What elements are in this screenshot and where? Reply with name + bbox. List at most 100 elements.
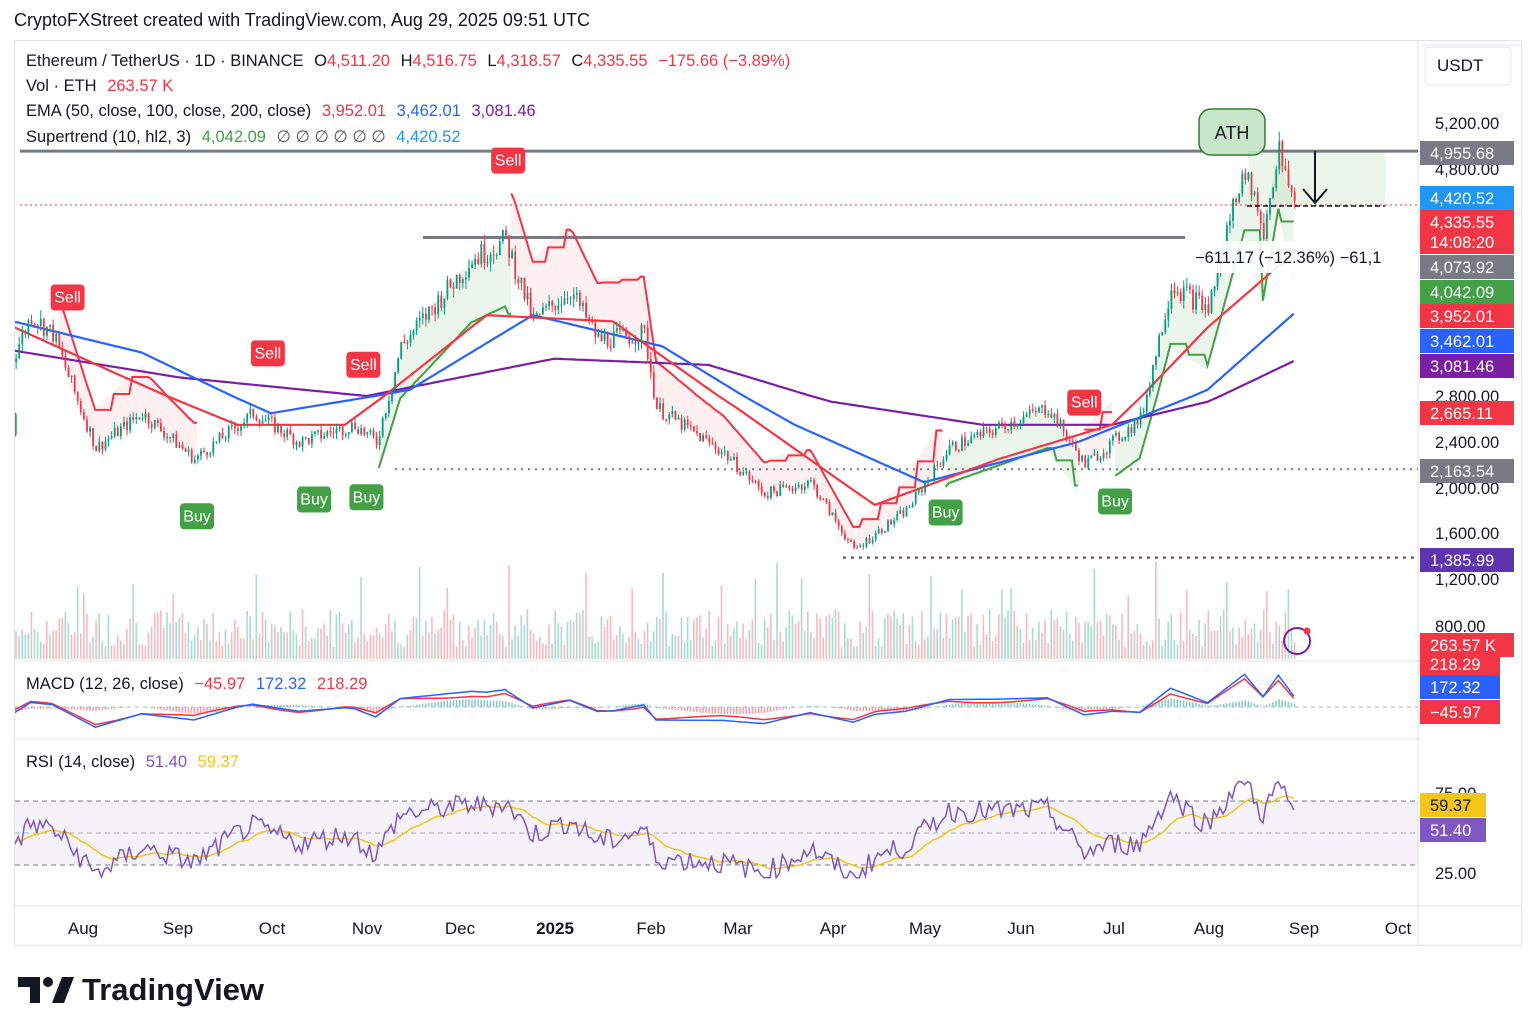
volume-bar bbox=[998, 614, 1000, 659]
volume-bar bbox=[1179, 612, 1182, 659]
candle-body bbox=[532, 315, 535, 316]
macd-histogram-bar bbox=[686, 707, 689, 712]
macd-histogram-bar bbox=[55, 707, 57, 709]
macd-histogram-bar bbox=[736, 707, 738, 715]
volume-bar bbox=[511, 639, 513, 659]
supertrend-label[interactable]: Supertrend (10, hl2, 3) bbox=[26, 128, 192, 146]
macd-histogram-bar bbox=[252, 705, 254, 707]
macd-histogram-bar bbox=[998, 701, 1000, 707]
macd-histogram-bar bbox=[446, 700, 449, 708]
candle-body bbox=[1071, 440, 1074, 442]
volume-bar bbox=[908, 624, 911, 659]
candle-body bbox=[957, 450, 960, 452]
macd-histogram-bar bbox=[619, 705, 621, 707]
candle-body bbox=[166, 437, 168, 439]
volume-bar bbox=[856, 646, 858, 659]
time-axis-tick: Oct bbox=[1385, 919, 1412, 938]
macd-histogram-bar bbox=[1111, 707, 1114, 710]
volume-bar bbox=[831, 617, 834, 659]
macd-histogram-bar bbox=[1185, 701, 1188, 707]
time-axis-tick: Jun bbox=[1007, 919, 1034, 938]
macd-histogram-bar bbox=[409, 705, 412, 707]
macd-histogram-bar bbox=[1222, 703, 1225, 707]
measure-label: −611.17 (−12.36%) −61,1 bbox=[1195, 249, 1381, 267]
macd-histogram-bar bbox=[603, 707, 606, 708]
macd-label[interactable]: MACD (12, 26, close) bbox=[26, 675, 184, 693]
volume-bar bbox=[107, 615, 110, 659]
macd-histogram-bar bbox=[147, 707, 150, 708]
macd-histogram-bar bbox=[696, 707, 698, 713]
macd-histogram-bar bbox=[677, 707, 680, 711]
macd-histogram-bar bbox=[1047, 705, 1049, 707]
candle-body bbox=[1262, 223, 1265, 240]
candle-body bbox=[825, 498, 828, 503]
candle-body bbox=[110, 436, 113, 439]
rsi-label[interactable]: RSI (14, close) bbox=[26, 753, 136, 771]
volume-bar bbox=[184, 633, 187, 659]
macd-histogram-bar bbox=[437, 701, 439, 707]
volume-bar bbox=[200, 640, 202, 659]
volume-label[interactable]: Vol · ETH bbox=[26, 77, 97, 95]
candle-body bbox=[258, 420, 261, 424]
macd-histogram-bar bbox=[927, 707, 929, 709]
price-label-ath_line bbox=[1420, 141, 1514, 165]
macd-histogram-bar bbox=[745, 707, 747, 714]
candle-body bbox=[1189, 286, 1191, 290]
symbol-title[interactable]: Ethereum / TetherUS · 1D · BINANCE bbox=[26, 52, 304, 70]
macd-histogram-bar bbox=[699, 707, 701, 713]
volume-bar bbox=[1136, 624, 1139, 659]
macd-histogram-bar bbox=[67, 707, 70, 710]
volume-bar bbox=[360, 576, 362, 659]
candle-body bbox=[1118, 432, 1120, 441]
candle-body bbox=[1044, 405, 1046, 415]
candle-body bbox=[449, 279, 452, 287]
volume-bar bbox=[172, 594, 174, 659]
candle-body bbox=[803, 486, 806, 490]
candle-body bbox=[218, 433, 221, 442]
macd-histogram-bar bbox=[187, 707, 190, 714]
candle-body bbox=[742, 472, 745, 475]
macd-histogram-bar bbox=[548, 707, 550, 710]
price-chart[interactable]: SellBuyBuySellBuySellBuySellBuySellBuy A… bbox=[15, 41, 1521, 945]
candle-body bbox=[1115, 432, 1117, 436]
candle-body bbox=[42, 318, 45, 336]
volume-bar bbox=[486, 634, 489, 659]
volume-bar bbox=[384, 623, 387, 659]
ath-callout bbox=[1198, 108, 1266, 156]
volume-bar bbox=[24, 634, 27, 659]
brand-name: TradingView bbox=[82, 972, 265, 1007]
volume-bar bbox=[560, 626, 563, 659]
candle-body bbox=[597, 334, 600, 337]
volume-bar bbox=[197, 627, 199, 659]
candle-body bbox=[868, 538, 871, 543]
volume-bar bbox=[465, 646, 467, 659]
volume-bar bbox=[169, 622, 171, 659]
candle-body bbox=[1244, 173, 1247, 180]
volume-bar bbox=[1204, 623, 1206, 659]
candle-body bbox=[1192, 289, 1194, 310]
supertrend-down-fill bbox=[1084, 400, 1112, 465]
volume-bar bbox=[261, 612, 264, 659]
volume-bar bbox=[625, 642, 627, 659]
candle-body bbox=[372, 430, 375, 437]
macd-histogram-bar bbox=[181, 707, 184, 713]
macd-histogram-bar bbox=[434, 702, 436, 708]
volume-bar bbox=[976, 624, 978, 659]
macd-histogram-bar bbox=[113, 707, 116, 709]
tradingview-logo[interactable]: TradingView bbox=[18, 972, 264, 1008]
ema-label[interactable]: EMA (50, close, 100, close, 200, close) bbox=[26, 102, 312, 120]
candle-body bbox=[726, 451, 729, 461]
candle-body bbox=[1062, 419, 1065, 432]
volume-bar bbox=[1041, 633, 1043, 659]
candle-body bbox=[403, 342, 406, 344]
macd-histogram-bar bbox=[126, 707, 128, 708]
candle-body bbox=[797, 484, 800, 488]
volume-bar bbox=[967, 615, 969, 659]
volume-bar bbox=[723, 643, 726, 659]
candle-body bbox=[249, 409, 252, 414]
macd-histogram-bar bbox=[529, 707, 532, 709]
candle-body bbox=[123, 421, 125, 427]
volume-bar bbox=[523, 624, 526, 659]
candle-body bbox=[1226, 225, 1228, 250]
candle-body bbox=[160, 423, 162, 431]
